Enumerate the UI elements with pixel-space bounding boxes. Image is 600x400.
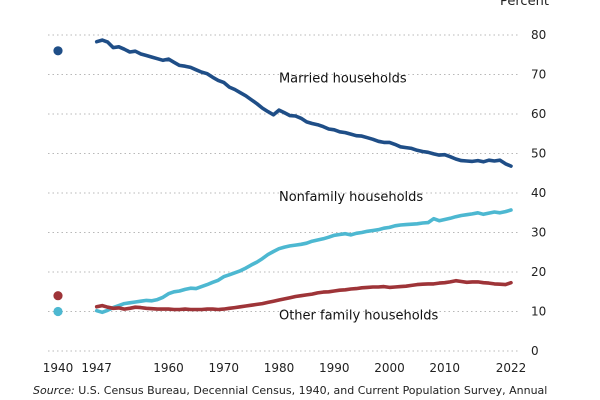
x-tick-1970: 1970 [208,361,239,375]
series-label-other-family-households: Other family households [279,308,439,323]
source-note: Source: U.S. Census Bureau, Decennial Ce… [33,384,547,397]
y-axis-tick-labels: 0 10 20 30 40 50 60 70 80 [531,28,546,358]
x-tick-1940: 1940 [43,361,74,375]
y-tick-80: 80 [531,28,546,42]
y-tick-10: 10 [531,305,546,319]
y-tick-30: 30 [531,226,546,240]
y-tick-70: 70 [531,68,546,82]
series-label-nonfamily-households: Nonfamily households [279,190,423,205]
y-tick-60: 60 [531,107,546,121]
y-tick-0: 0 [531,344,539,358]
series-lines [94,38,513,315]
x-tick-2000: 2000 [374,361,405,375]
y-axis-unit-label: Percent [500,0,549,9]
census-1940-points [53,46,63,317]
x-tick-1960: 1960 [153,361,184,375]
series-line-nonfamily-households [94,208,513,315]
series-label-married-households: Married households [279,71,407,86]
y-tick-40: 40 [531,186,546,200]
x-tick-2010: 2010 [429,361,460,375]
census-point-married-households [53,46,63,56]
x-axis-tick-labels: 1940 1947 1960 1970 1980 1990 2000 2010 2022 [43,361,527,375]
source-text: U.S. Census Bureau, Decennial Census, 19… [78,384,548,397]
y-tick-50: 50 [531,147,546,161]
census-point-nonfamily-households [53,306,63,317]
x-tick-1947: 1947 [81,361,112,375]
y-tick-20: 20 [531,265,546,279]
series-line-other-family-households [94,278,513,312]
x-tick-2022: 2022 [496,361,527,375]
x-tick-1980: 1980 [264,361,295,375]
series-labels: Married households Nonfamily households Ot… [279,71,439,323]
census-point-other-family-households [53,291,63,301]
x-tick-1990: 1990 [319,361,350,375]
source-label: Source: [33,384,75,397]
series-line-married-households [94,38,513,168]
